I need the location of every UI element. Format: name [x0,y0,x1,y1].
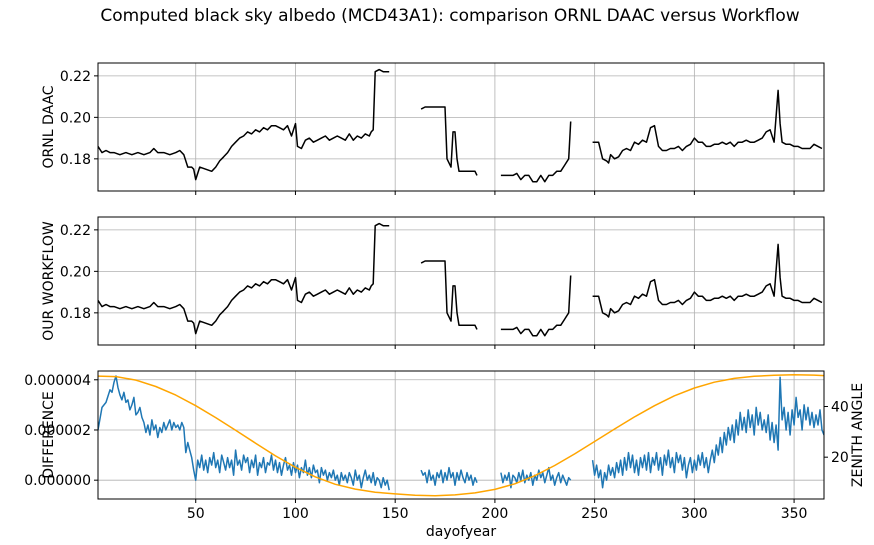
y-tick-label: 0.20 [60,110,91,126]
y-axis-label: ORNL DAAC [41,85,57,168]
y-tick-label: 0.18 [60,306,91,322]
panel-3: 50 100 150 200 250 300 350 0.000000 0.000002 0.00… [24,370,866,522]
plot-frame [97,370,825,500]
y-axis-label: DIFFERENCE [41,391,57,479]
y-tick-label: 0.20 [60,264,91,280]
y-tick-label: 0.000002 [24,423,91,439]
y-tick-label: 0.22 [60,223,91,239]
figure-title: Computed black sky albedo (MCD43A1): com… [100,6,799,26]
x-tick-label: 50 [187,506,205,522]
x-tick-label: 150 [382,506,409,522]
difference-line [98,375,824,491]
plot-frame [97,62,825,192]
x-tick-label: 100 [282,506,309,522]
x-tick-label: 300 [681,506,708,522]
y-tick-label: 0.18 [60,152,91,168]
y-tick-label: 0.000004 [24,373,91,389]
albedo-line [98,222,823,337]
plot-frame [97,216,825,346]
y-tick-label: 0.000000 [24,473,91,489]
right-y-tick-label: 40 [831,399,849,415]
x-tick-label: 350 [781,506,808,522]
right-y-axis-label: ZENITH ANGLE [850,383,866,487]
zenith-angle-line [98,374,824,497]
y-axis-label: OUR WORKFLOW [41,221,57,341]
y-tick-label: 0.22 [60,69,91,85]
x-tick-label: 200 [482,506,509,522]
albedo-line [98,68,823,183]
x-tick-label: 250 [581,506,608,522]
x-axis-label: dayofyear [426,524,496,540]
right-y-tick-label: 20 [831,450,849,466]
